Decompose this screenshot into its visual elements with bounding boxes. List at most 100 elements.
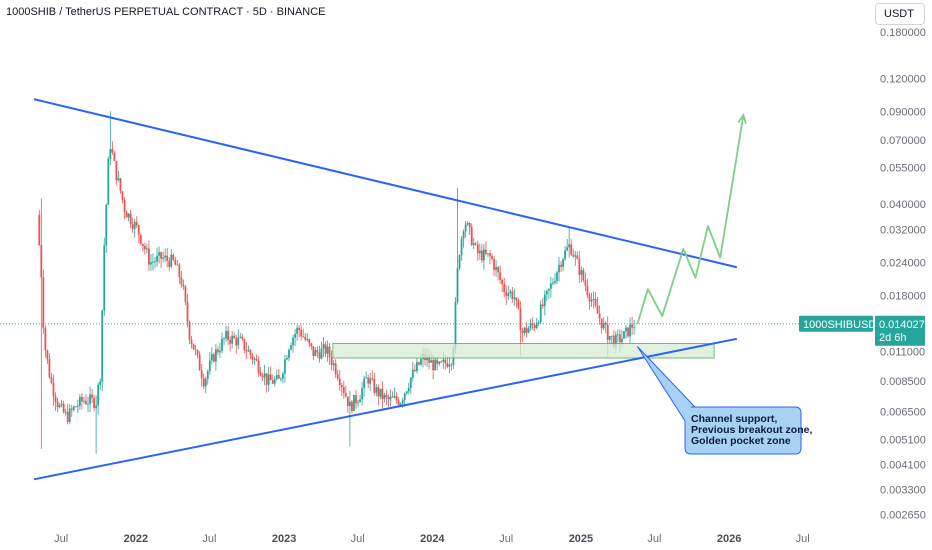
candle-body <box>156 255 158 262</box>
callout-text: Golden pocket zone <box>691 435 791 447</box>
upper-trendline[interactable] <box>33 98 738 269</box>
candle-body <box>407 388 410 392</box>
y-tick-label: 0.004100 <box>880 459 926 471</box>
candle-body <box>340 384 343 388</box>
y-tick-label: 0.008500 <box>880 376 926 388</box>
candles <box>38 111 636 454</box>
candle-body <box>529 323 532 329</box>
candle-body <box>241 336 244 339</box>
candle-body <box>564 250 567 260</box>
candle-body <box>324 344 327 354</box>
candle-body <box>192 343 195 350</box>
candle-body <box>225 330 227 339</box>
candle-body <box>184 286 187 302</box>
candle-body <box>507 293 510 297</box>
candle-body <box>371 378 374 380</box>
candle-body <box>74 406 77 408</box>
callout-box[interactable] <box>636 346 802 455</box>
candle-body <box>282 373 284 379</box>
x-tick-label: Jul <box>647 533 661 545</box>
candle-body <box>229 340 232 344</box>
candle-body <box>487 253 489 255</box>
candle-body <box>326 346 329 354</box>
candle-body <box>206 371 209 379</box>
candle-body <box>625 327 627 332</box>
candle-body <box>123 199 126 212</box>
y-tick-label: 0.070000 <box>880 135 926 147</box>
candle-body <box>131 224 134 229</box>
candle-body <box>342 387 345 394</box>
candle-body <box>308 339 311 344</box>
candle-body <box>405 391 408 394</box>
candle-body <box>194 349 197 351</box>
candle-body <box>113 152 116 161</box>
candle-body <box>558 264 560 273</box>
x-tick-label: Jul <box>54 533 68 545</box>
candle-body <box>38 214 41 245</box>
candle-body <box>302 336 305 338</box>
candle-body <box>115 160 118 181</box>
candle-body <box>235 338 238 346</box>
projection-path[interactable] <box>636 114 745 325</box>
candle-body <box>517 300 520 309</box>
candle-body <box>255 358 258 361</box>
projection-arrowhead <box>737 113 747 125</box>
candle-body <box>369 378 372 384</box>
candle-body <box>505 292 508 297</box>
candle-body <box>306 339 309 341</box>
candle-body <box>125 211 128 218</box>
candle-body <box>627 327 629 337</box>
candle-body <box>64 411 67 413</box>
candle-body <box>602 322 605 329</box>
currency-selector[interactable]: USDT <box>875 3 925 25</box>
candle-body <box>566 247 569 251</box>
candle-body <box>590 300 593 302</box>
candle-body <box>367 377 370 384</box>
candle-body <box>519 308 522 331</box>
candle-body <box>204 378 207 387</box>
candle-body <box>202 378 205 387</box>
candle-body <box>391 396 394 398</box>
candle-body <box>552 282 554 284</box>
candle-body <box>265 373 268 385</box>
candle-body <box>168 260 171 267</box>
candle-body <box>464 224 467 232</box>
candle-body <box>381 388 384 400</box>
candle-body <box>525 327 528 333</box>
candle-body <box>612 335 615 348</box>
y-tick-label: 0.180000 <box>880 27 926 39</box>
candle-body <box>395 396 398 401</box>
candle-body <box>489 253 491 257</box>
candle-body <box>570 244 573 255</box>
candle-body <box>316 350 319 353</box>
candle-body <box>328 346 331 358</box>
candle-body <box>560 264 562 267</box>
candle-body <box>182 284 185 287</box>
candle-body <box>154 261 156 263</box>
lower-trendline[interactable] <box>33 337 738 481</box>
candle-body <box>76 405 79 407</box>
candle-body <box>253 358 256 360</box>
candle-body <box>521 330 524 333</box>
candle-body <box>576 255 579 259</box>
candle-body <box>511 291 514 299</box>
candle-body <box>251 354 254 360</box>
candle-body <box>547 288 550 291</box>
candle-body <box>523 327 526 333</box>
candle-body <box>409 377 412 389</box>
candle-body <box>288 349 290 359</box>
candle-body <box>535 323 538 328</box>
candle-body <box>277 375 280 379</box>
candle-body <box>210 354 213 361</box>
candle-body <box>152 261 154 263</box>
candle-body <box>568 244 571 248</box>
x-tick-label: Jul <box>202 533 216 545</box>
candle-body <box>543 294 546 307</box>
candle-body <box>418 362 420 365</box>
candle-body <box>351 401 353 411</box>
candle-body <box>237 337 240 346</box>
candle-body <box>373 378 376 393</box>
candle-body <box>456 268 459 302</box>
candle-body <box>610 335 613 337</box>
